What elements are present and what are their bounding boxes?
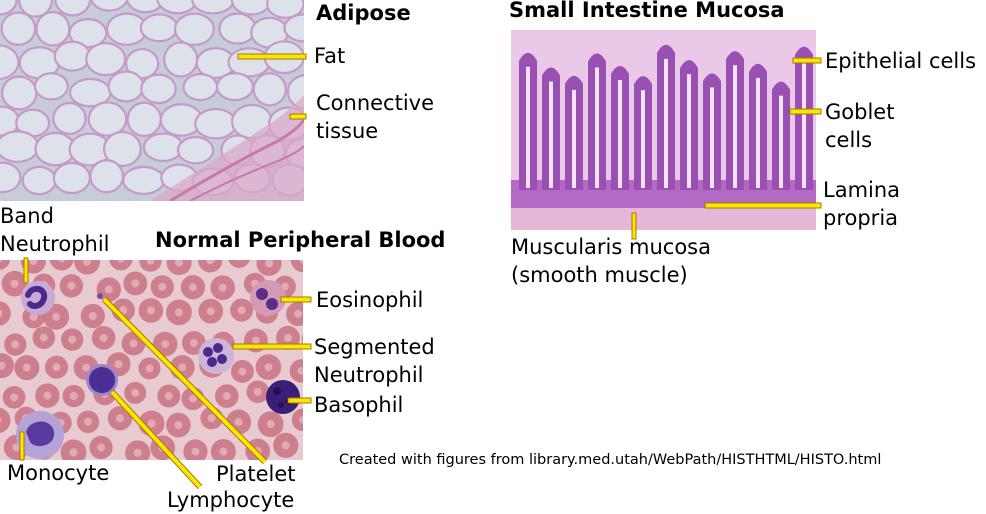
label-goblet-line1: Goblet (825, 100, 895, 124)
basophil-cell (266, 380, 300, 414)
label-segmented-line2: Neutrophil (314, 363, 424, 387)
label-muscularis-line1: Muscularis mucosa (511, 235, 711, 259)
label-goblet-line2: cells (825, 128, 873, 152)
intestine-title: Small Intestine Mucosa (509, 0, 785, 22)
label-epithelial-cells: Epithelial cells (825, 49, 977, 73)
label-platelet: Platelet (216, 462, 296, 486)
label-band-line2: Neutrophil (0, 232, 110, 256)
monocyte-cell (16, 411, 64, 459)
band-neutrophil-cell (21, 281, 55, 315)
label-connective-line1: Connective (316, 91, 435, 115)
label-fat: Fat (314, 44, 346, 68)
eosinophil-cell (250, 280, 286, 316)
label-connective-tissue: Connective tissue (316, 89, 434, 145)
label-basophil: Basophil (314, 393, 404, 417)
label-lamina-line2: propria (823, 206, 899, 230)
blood-title: Normal Peripheral Blood (155, 228, 446, 252)
adipose-micrograph (0, 0, 304, 201)
label-muscularis-line2: (smooth muscle) (511, 263, 688, 287)
blood-smear-micrograph (0, 260, 303, 460)
credit-text: Created with figures from library.med.ut… (339, 452, 882, 468)
label-connective-line2: tissue (316, 119, 379, 143)
label-muscularis-mucosa: Muscularis mucosa (smooth muscle) (511, 233, 711, 289)
label-band-neutrophil: Band Neutrophil (0, 202, 110, 258)
label-lymphocyte: Lymphocyte (167, 488, 295, 512)
adipose-title: Adipose (316, 1, 411, 25)
label-monocyte: Monocyte (7, 461, 110, 485)
label-segmented-neutrophil: Segmented Neutrophil (314, 333, 435, 389)
platelet-cell (97, 293, 103, 299)
intestine-micrograph (511, 30, 816, 230)
label-goblet-cells: Goblet cells (825, 98, 894, 154)
segmented-neutrophil-cell (198, 338, 234, 374)
lymphocyte-cell (86, 364, 118, 396)
label-eosinophil: Eosinophil (316, 288, 424, 312)
label-band-line1: Band (0, 204, 54, 228)
label-segmented-line1: Segmented (314, 335, 435, 359)
label-lamina-line1: Lamina (823, 178, 901, 202)
label-lamina-propria: Lamina propria (823, 176, 900, 232)
